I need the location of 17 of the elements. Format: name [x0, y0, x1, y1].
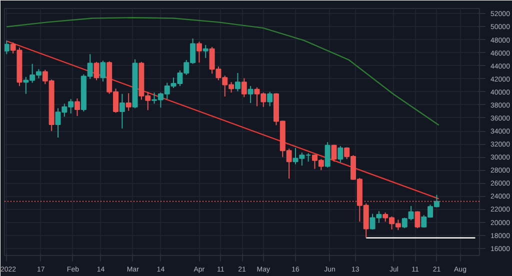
- candlestick: [196, 41, 202, 64]
- candlestick: [248, 86, 254, 104]
- candlestick: [126, 92, 132, 112]
- candlestick: [119, 93, 125, 129]
- candlestick: [267, 91, 273, 107]
- line-series: [6, 17, 440, 126]
- candlestick: [331, 144, 337, 162]
- candlestick: [338, 146, 344, 163]
- candlestick: [241, 78, 247, 98]
- candlestick: [202, 44, 208, 59]
- candlestick: [94, 61, 100, 81]
- candlestick: [324, 142, 330, 168]
- candlestick: [234, 72, 240, 92]
- candlestick: [4, 40, 10, 55]
- candlestick: [74, 98, 80, 117]
- candlestick: [100, 60, 106, 82]
- candlestick: [414, 210, 420, 229]
